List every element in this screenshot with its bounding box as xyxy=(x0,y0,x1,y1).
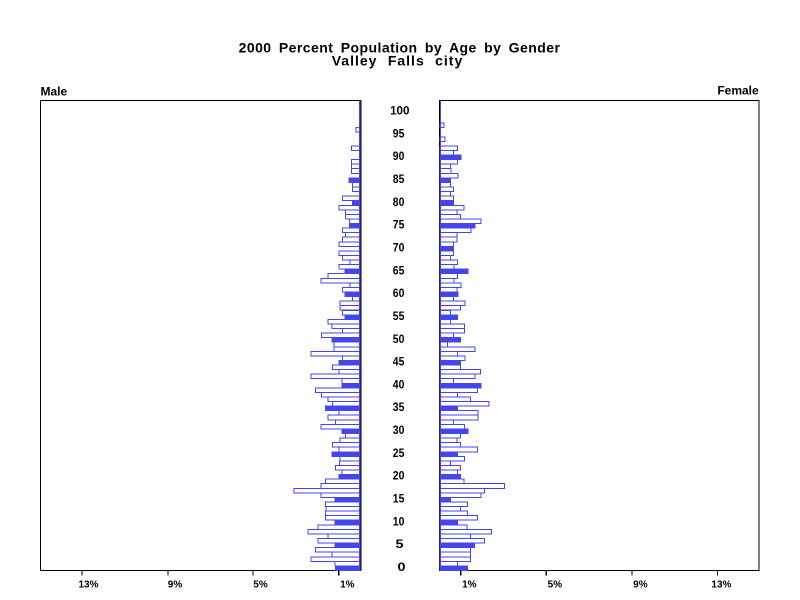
svg-text:60: 60 xyxy=(393,286,405,300)
svg-text:30: 30 xyxy=(393,423,405,437)
svg-text:0: 0 xyxy=(398,560,406,574)
svg-text:Valley Falls city: Valley Falls city xyxy=(332,52,464,68)
svg-text:90: 90 xyxy=(393,149,405,163)
svg-text:20: 20 xyxy=(393,469,405,483)
svg-text:Male: Male xyxy=(41,85,68,99)
svg-text:1%: 1% xyxy=(462,580,477,591)
svg-text:15: 15 xyxy=(393,492,405,506)
svg-text:5%: 5% xyxy=(253,580,268,591)
svg-text:40: 40 xyxy=(393,377,405,391)
svg-text:9%: 9% xyxy=(168,580,183,591)
svg-text:75: 75 xyxy=(393,218,405,232)
svg-text:Female: Female xyxy=(717,84,759,98)
svg-text:25: 25 xyxy=(393,446,405,460)
svg-text:13%: 13% xyxy=(711,580,731,591)
svg-text:65: 65 xyxy=(393,263,405,277)
svg-text:100: 100 xyxy=(390,104,410,118)
svg-text:80: 80 xyxy=(393,195,405,209)
svg-text:70: 70 xyxy=(393,240,405,254)
svg-text:55: 55 xyxy=(393,309,405,323)
svg-text:1%: 1% xyxy=(340,580,355,591)
svg-text:35: 35 xyxy=(393,400,405,414)
svg-text:5%: 5% xyxy=(548,580,563,591)
svg-text:85: 85 xyxy=(393,172,405,186)
svg-text:2000 Percent Population by Age: 2000 Percent Population by Age by Gender xyxy=(239,39,561,55)
svg-text:9%: 9% xyxy=(633,580,648,591)
svg-text:10: 10 xyxy=(393,514,405,528)
svg-text:95: 95 xyxy=(393,126,405,140)
svg-text:13%: 13% xyxy=(78,580,98,591)
svg-text:45: 45 xyxy=(393,355,405,369)
svg-text:50: 50 xyxy=(393,332,405,346)
svg-text:5: 5 xyxy=(396,537,404,551)
